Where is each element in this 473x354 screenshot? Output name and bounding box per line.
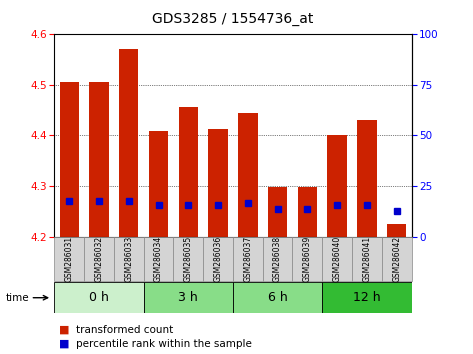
Text: GSM286038: GSM286038 [273,236,282,282]
Bar [114,237,144,281]
Text: 3 h: 3 h [178,291,198,304]
Text: GSM286039: GSM286039 [303,236,312,282]
Text: GSM286035: GSM286035 [184,236,193,282]
Text: GSM286031: GSM286031 [65,236,74,282]
Bar [382,237,412,281]
Text: 6 h: 6 h [268,291,288,304]
Bar [292,237,322,281]
Bar [203,237,233,281]
Bar [89,82,109,237]
Bar [233,282,322,313]
Bar [263,237,292,281]
Bar [327,135,347,237]
Text: ■: ■ [59,325,70,335]
Text: GSM286042: GSM286042 [392,236,401,282]
Bar [209,129,228,237]
Text: GSM286041: GSM286041 [362,236,371,282]
Text: 0 h: 0 h [89,291,109,304]
Bar [149,131,168,237]
Bar [352,237,382,281]
Bar [233,237,263,281]
Bar [54,237,84,281]
Text: 12 h: 12 h [353,291,381,304]
Text: GSM286032: GSM286032 [95,236,104,282]
Bar [144,237,174,281]
Bar [322,237,352,281]
Bar [84,237,114,281]
Text: GDS3285 / 1554736_at: GDS3285 / 1554736_at [152,12,314,27]
Bar [238,113,257,237]
Text: time: time [6,293,29,303]
Text: GSM286036: GSM286036 [214,236,223,282]
Text: GSM286033: GSM286033 [124,236,133,282]
Bar [179,107,198,237]
Bar [119,49,139,237]
Text: transformed count: transformed count [76,325,173,335]
Text: GSM286040: GSM286040 [333,236,342,282]
Bar [144,282,233,313]
Text: percentile rank within the sample: percentile rank within the sample [76,339,252,349]
Bar [54,282,144,313]
Bar [268,187,287,237]
Text: ■: ■ [59,339,70,349]
Bar [387,224,406,237]
Bar [298,187,317,237]
Bar [322,282,412,313]
Bar [60,82,79,237]
Bar [357,120,377,237]
Text: GSM286037: GSM286037 [243,236,252,282]
Bar [174,237,203,281]
Text: GSM286034: GSM286034 [154,236,163,282]
